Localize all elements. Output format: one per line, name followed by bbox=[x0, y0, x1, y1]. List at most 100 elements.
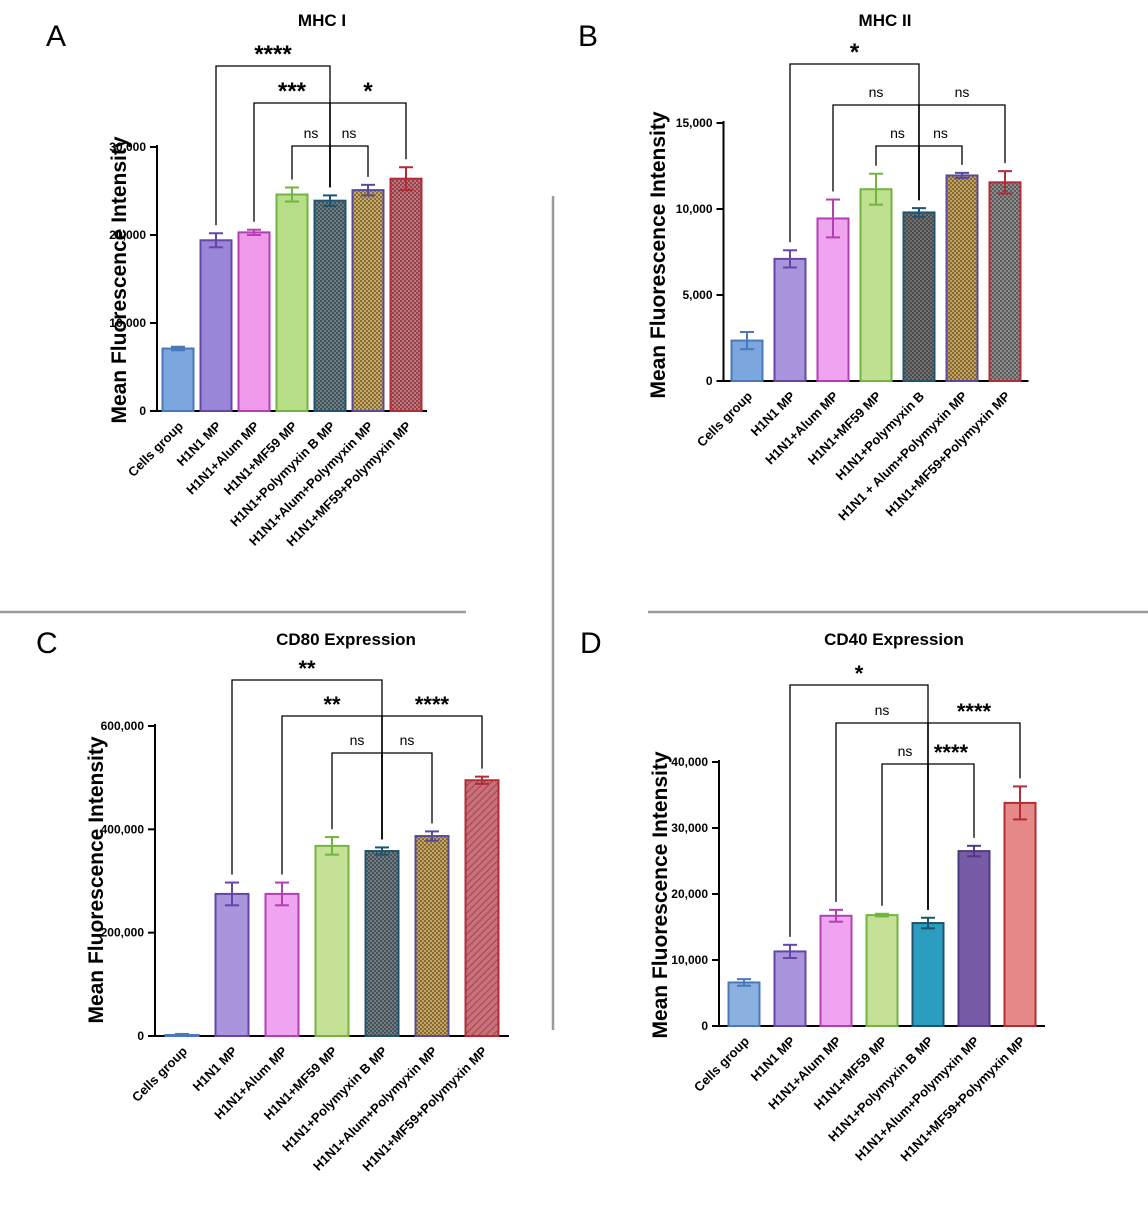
chart-b-error-bar bbox=[912, 207, 926, 218]
chart-d-bar-h1n1-mf59-polymyxin-mp bbox=[1003, 801, 1037, 1027]
panel-letter-a: A bbox=[46, 20, 66, 53]
chart-a-error-bar bbox=[323, 194, 337, 207]
chart-a-significance-bracket: ns bbox=[329, 125, 369, 188]
chart-d-y-tick-label: 0 bbox=[701, 1019, 708, 1033]
chart-b-bar-pattern-h1n1-mf59-polymyxin-mp bbox=[990, 183, 1020, 380]
panel-letter-b: B bbox=[578, 20, 598, 53]
chart-d-bar-h1n1-polymyxin-b-mp bbox=[911, 922, 945, 1027]
chart-b-y-tick-label: 0 bbox=[706, 374, 713, 388]
chart-b-significance-label: * bbox=[850, 39, 860, 66]
chart-d-title: CD40 Expression bbox=[824, 630, 964, 649]
chart-c-significance-label: ns bbox=[350, 732, 365, 748]
chart-b-error-bar bbox=[955, 171, 969, 180]
chart-d-y-tick-label: 10,000 bbox=[671, 953, 708, 967]
chart-c-y-tick-label: 600,000 bbox=[101, 719, 145, 733]
chart-a-y-tick-label: 30,000 bbox=[109, 140, 146, 154]
chart-b-significance-label: ns bbox=[890, 125, 905, 141]
chart-a-significance-label: *** bbox=[278, 78, 307, 105]
chart-c-error-bar bbox=[475, 775, 489, 785]
chart-d-significance-label: * bbox=[855, 661, 864, 686]
chart-c-error-bar bbox=[275, 881, 289, 907]
chart-c-error-bar bbox=[325, 836, 339, 856]
chart-a-x-tick-label: Cells group bbox=[125, 418, 186, 479]
chart-c-cd80: CD80 Expression Mean Fluorescence Intensi… bbox=[85, 630, 509, 1174]
chart-d-bar-h1n1-mf59-mp bbox=[865, 914, 899, 1027]
chart-d-y-axis-label: Mean Fluorescence Intensity bbox=[649, 751, 672, 1038]
chart-b-significance-label: ns bbox=[955, 84, 970, 100]
chart-c-error-bar bbox=[225, 881, 239, 907]
chart-d-bar-h1n1-mp bbox=[773, 950, 807, 1027]
chart-c-error-bar bbox=[425, 830, 439, 842]
chart-d-significance-label: ns bbox=[898, 743, 913, 759]
chart-a-significance-label: * bbox=[363, 78, 373, 105]
panel-letter-d: D bbox=[580, 627, 602, 660]
chart-a-mhc1: MHC I Mean Fluorescence Intensity 0 10,000 2… bbox=[108, 11, 427, 549]
chart-a-bracket-line bbox=[329, 145, 369, 188]
chart-b-bar-pattern-h1n1-alum-polymyxin-mp bbox=[947, 176, 977, 380]
chart-d-bracket-line bbox=[881, 763, 929, 910]
chart-d-error-bar bbox=[737, 978, 751, 987]
chart-a-title: MHC I bbox=[298, 11, 346, 30]
chart-b-significance-label: ns bbox=[869, 84, 884, 100]
chart-c-error-bar bbox=[375, 846, 389, 856]
chart-d-y-tick-label: 30,000 bbox=[671, 821, 708, 835]
chart-c-bar-h1n1-mp bbox=[214, 892, 250, 1038]
chart-b-y-tick-label: 10,000 bbox=[676, 202, 713, 216]
chart-b-bar-h1n1-alum-mp bbox=[816, 217, 850, 382]
chart-c-x-tick-label: Cells group bbox=[129, 1043, 190, 1104]
chart-c-significance-label: **** bbox=[415, 692, 450, 717]
chart-b-error-bar bbox=[783, 249, 797, 269]
chart-c-significance-label: ** bbox=[323, 692, 341, 717]
chart-c-bar-pattern-h1n1-mf59-polymyxin-mp bbox=[466, 781, 498, 1035]
chart-b-bracket-line bbox=[789, 63, 920, 243]
chart-b-error-bar bbox=[826, 198, 840, 239]
chart-d-error-bar bbox=[875, 912, 889, 918]
chart-c-significance-bracket: ns bbox=[331, 732, 383, 840]
chart-d-significance-label: **** bbox=[934, 740, 969, 765]
chart-d-significance-label: ns bbox=[875, 702, 890, 718]
chart-d-bar-h1n1-alum-mp bbox=[819, 914, 853, 1028]
chart-b-mhc2: MHC II Mean Fluorescence Intensity 0 5,000 1… bbox=[647, 11, 1029, 523]
chart-d-significance-bracket: **** bbox=[927, 740, 975, 910]
chart-a-significance-bracket: *** bbox=[253, 78, 331, 222]
chart-c-bracket-line bbox=[381, 752, 433, 840]
chart-a-y-tick-label: 10,000 bbox=[109, 316, 146, 330]
chart-b-bar-pattern-h1n1-polymyxin-b bbox=[904, 213, 934, 380]
chart-d-error-bar bbox=[1013, 785, 1027, 821]
chart-a-error-bar bbox=[247, 228, 261, 236]
chart-a-error-bar bbox=[399, 166, 413, 192]
chart-d-cd40: CD40 Expression Mean Fluorescence Intensi… bbox=[649, 630, 1045, 1164]
chart-b-x-tick-label: H1N1+Alum MP bbox=[762, 388, 841, 467]
chart-c-significance-bracket: ** bbox=[231, 656, 383, 875]
chart-a-significance-label: **** bbox=[254, 41, 292, 68]
chart-a-bar-pattern-h1n1-polymyxin-b-mp bbox=[315, 201, 345, 410]
chart-c-significance-bracket: ns bbox=[381, 732, 433, 840]
chart-b-bar-h1n1-mp bbox=[773, 257, 807, 383]
chart-b-significance-bracket: ns bbox=[918, 125, 963, 201]
chart-d-significance-bracket: * bbox=[789, 661, 929, 937]
chart-d-significance-label: **** bbox=[957, 699, 992, 724]
chart-a-y-tick-label: 0 bbox=[139, 404, 146, 418]
chart-c-y-tick-label: 0 bbox=[137, 1029, 144, 1043]
chart-d-significance-bracket: ns bbox=[881, 743, 929, 910]
chart-b-significance-label: ns bbox=[933, 125, 948, 141]
chart-d-bar-cells-group bbox=[727, 981, 761, 1028]
chart-a-bracket-line bbox=[291, 145, 331, 188]
chart-b-y-axis-label: Mean Fluorescence Intensity bbox=[647, 111, 670, 398]
chart-d-bracket-line bbox=[927, 763, 975, 910]
chart-d-error-bar bbox=[783, 943, 797, 960]
chart-a-y-axis-label: Mean Fluorescence Intensity bbox=[108, 136, 131, 423]
chart-a-error-bar bbox=[285, 186, 299, 203]
chart-c-bracket-line bbox=[331, 752, 383, 840]
chart-a-error-bar bbox=[209, 232, 223, 249]
chart-d-error-bar bbox=[921, 916, 935, 930]
chart-c-title: CD80 Expression bbox=[276, 630, 416, 649]
chart-b-bar-h1n1-mf59-mp bbox=[859, 188, 893, 382]
chart-a-significance-label: ns bbox=[342, 125, 357, 141]
chart-a-bar-pattern-h1n1-mf59-polymyxin-mp bbox=[391, 179, 421, 410]
chart-a-bar-h1n1-mf59-mp bbox=[275, 193, 309, 412]
chart-d-error-bar bbox=[967, 844, 981, 858]
chart-b-bracket-line bbox=[918, 145, 963, 201]
chart-a-significance-bracket: * bbox=[329, 78, 407, 188]
chart-c-x-tick-label: H1N1 MP bbox=[190, 1043, 241, 1094]
